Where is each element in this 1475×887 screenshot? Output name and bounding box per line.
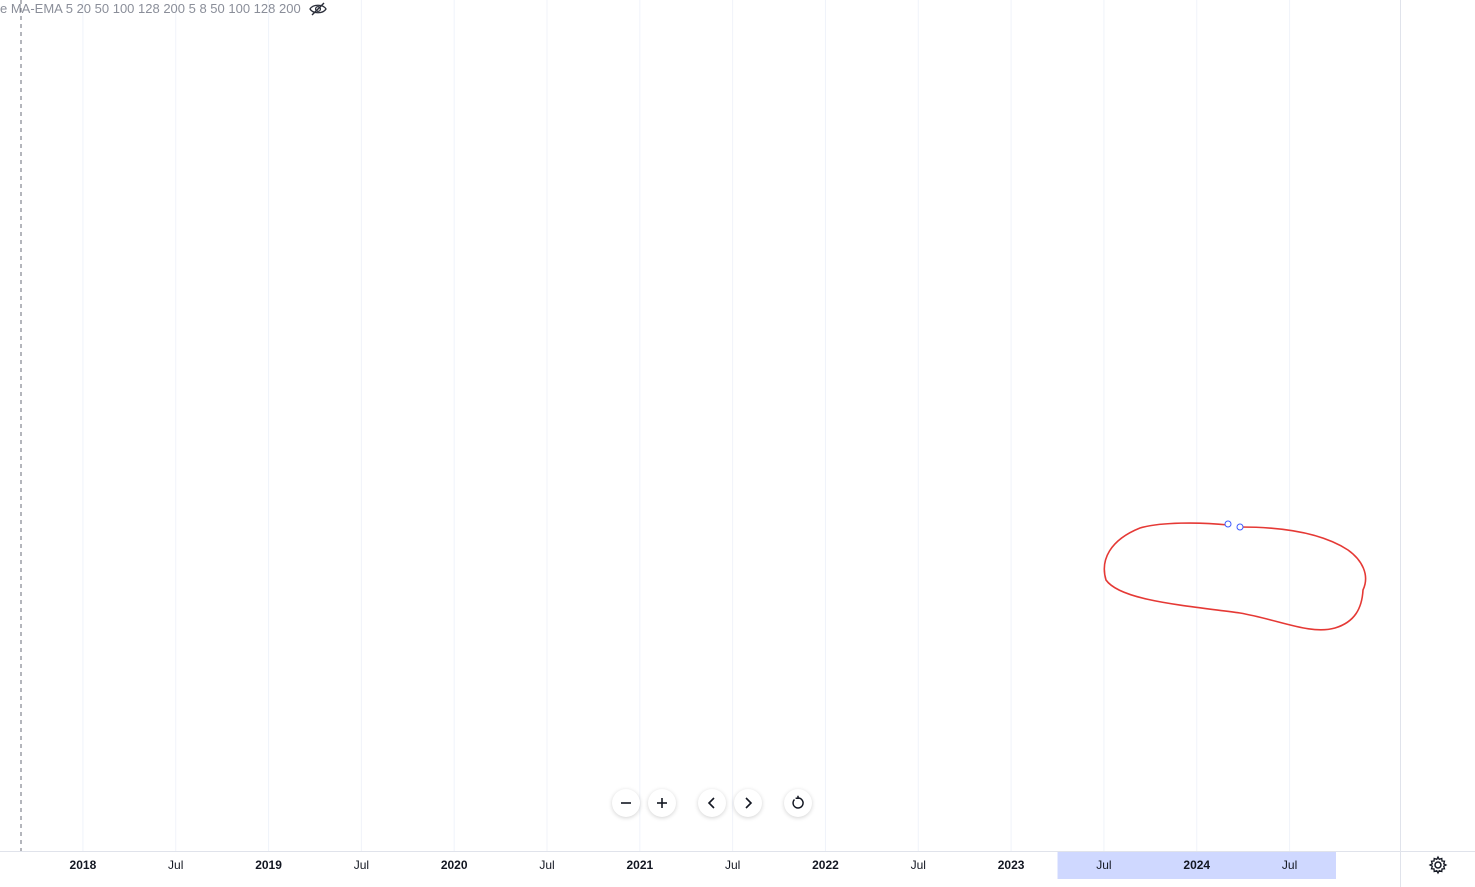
chevron-left-icon: [707, 797, 715, 809]
target-zone-marker[interactable]: [1103, 520, 1367, 631]
indicator-legend-text: e MA-EMA 5 20 50 100 128 200 5 8 50 100 …: [0, 1, 301, 16]
time-tick-label: Jul: [911, 858, 926, 872]
chart-grid: [82, 0, 1291, 851]
projection-range-x-highlight: [1057, 851, 1336, 879]
time-tick-label: Jul: [354, 858, 369, 872]
price-axis[interactable]: [1401, 0, 1475, 851]
drawing-anchor-handle[interactable]: [1224, 520, 1232, 528]
zoom-out-button[interactable]: [612, 789, 640, 817]
time-tick-label: 2019: [255, 858, 282, 872]
time-tick-label: Jul: [1282, 858, 1297, 872]
hand-drawn-circle[interactable]: [1103, 522, 1367, 631]
time-tick-label: Jul: [539, 858, 554, 872]
reset-icon: [792, 795, 804, 809]
time-tick-label: 2022: [812, 858, 839, 872]
horizontal-levels: [20, 0, 22, 851]
reset-chart-button[interactable]: [784, 789, 812, 817]
time-tick-label: 2018: [70, 858, 97, 872]
scroll-left-button[interactable]: [698, 789, 726, 817]
indicator-legend[interactable]: e MA-EMA 5 20 50 100 128 200 5 8 50 100 …: [0, 1, 327, 16]
eye-slash-icon[interactable]: [308, 2, 327, 16]
minus-icon: [621, 802, 631, 804]
time-tick-label: 2024: [1183, 858, 1210, 872]
time-tick-label: Jul: [168, 858, 183, 872]
time-tick-label: 2020: [441, 858, 468, 872]
chevron-right-icon: [745, 797, 753, 809]
gear-icon[interactable]: [1428, 855, 1448, 875]
time-tick-label: 2023: [998, 858, 1025, 872]
time-tick-label: Jul: [1096, 858, 1111, 872]
plus-icon: [657, 798, 667, 808]
drawing-anchor-handle[interactable]: [1236, 523, 1244, 531]
time-tick-label: 2021: [626, 858, 653, 872]
time-tick-label: Jul: [725, 858, 740, 872]
scroll-right-button[interactable]: [734, 789, 762, 817]
zoom-in-button[interactable]: [648, 789, 676, 817]
